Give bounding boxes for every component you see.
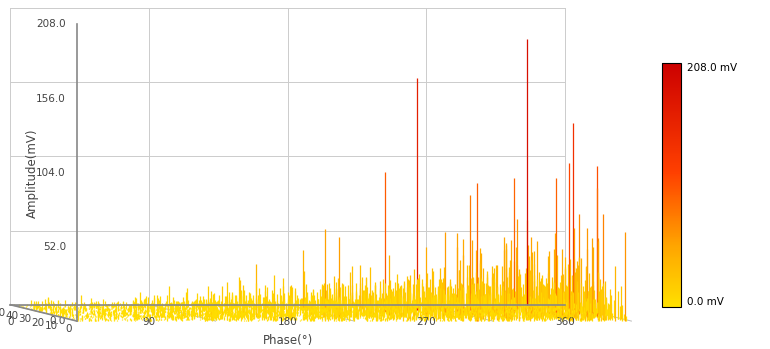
Text: Power frequency cycle: Power frequency cycle: [0, 331, 64, 349]
Text: Phase(°): Phase(°): [263, 334, 313, 347]
Text: 360: 360: [555, 317, 574, 327]
Text: 0.0 mV: 0.0 mV: [688, 297, 724, 307]
Text: 0: 0: [7, 317, 14, 327]
Text: Amplitude(mV): Amplitude(mV): [26, 128, 39, 217]
Text: 104.0: 104.0: [36, 168, 66, 178]
Text: 208.0: 208.0: [36, 20, 66, 29]
Text: 208.0 mV: 208.0 mV: [688, 63, 738, 73]
Text: 30: 30: [18, 314, 32, 324]
Text: 0.0: 0.0: [49, 316, 66, 326]
Text: 20: 20: [32, 318, 45, 327]
Text: 156.0: 156.0: [36, 94, 66, 104]
Text: 180: 180: [278, 317, 297, 327]
Text: 270: 270: [417, 317, 436, 327]
Text: 40: 40: [5, 311, 18, 321]
Text: 0: 0: [65, 324, 72, 334]
Text: 52.0: 52.0: [43, 242, 66, 252]
Text: 50: 50: [0, 308, 5, 318]
Text: 90: 90: [142, 317, 156, 327]
Text: 10: 10: [45, 321, 59, 331]
